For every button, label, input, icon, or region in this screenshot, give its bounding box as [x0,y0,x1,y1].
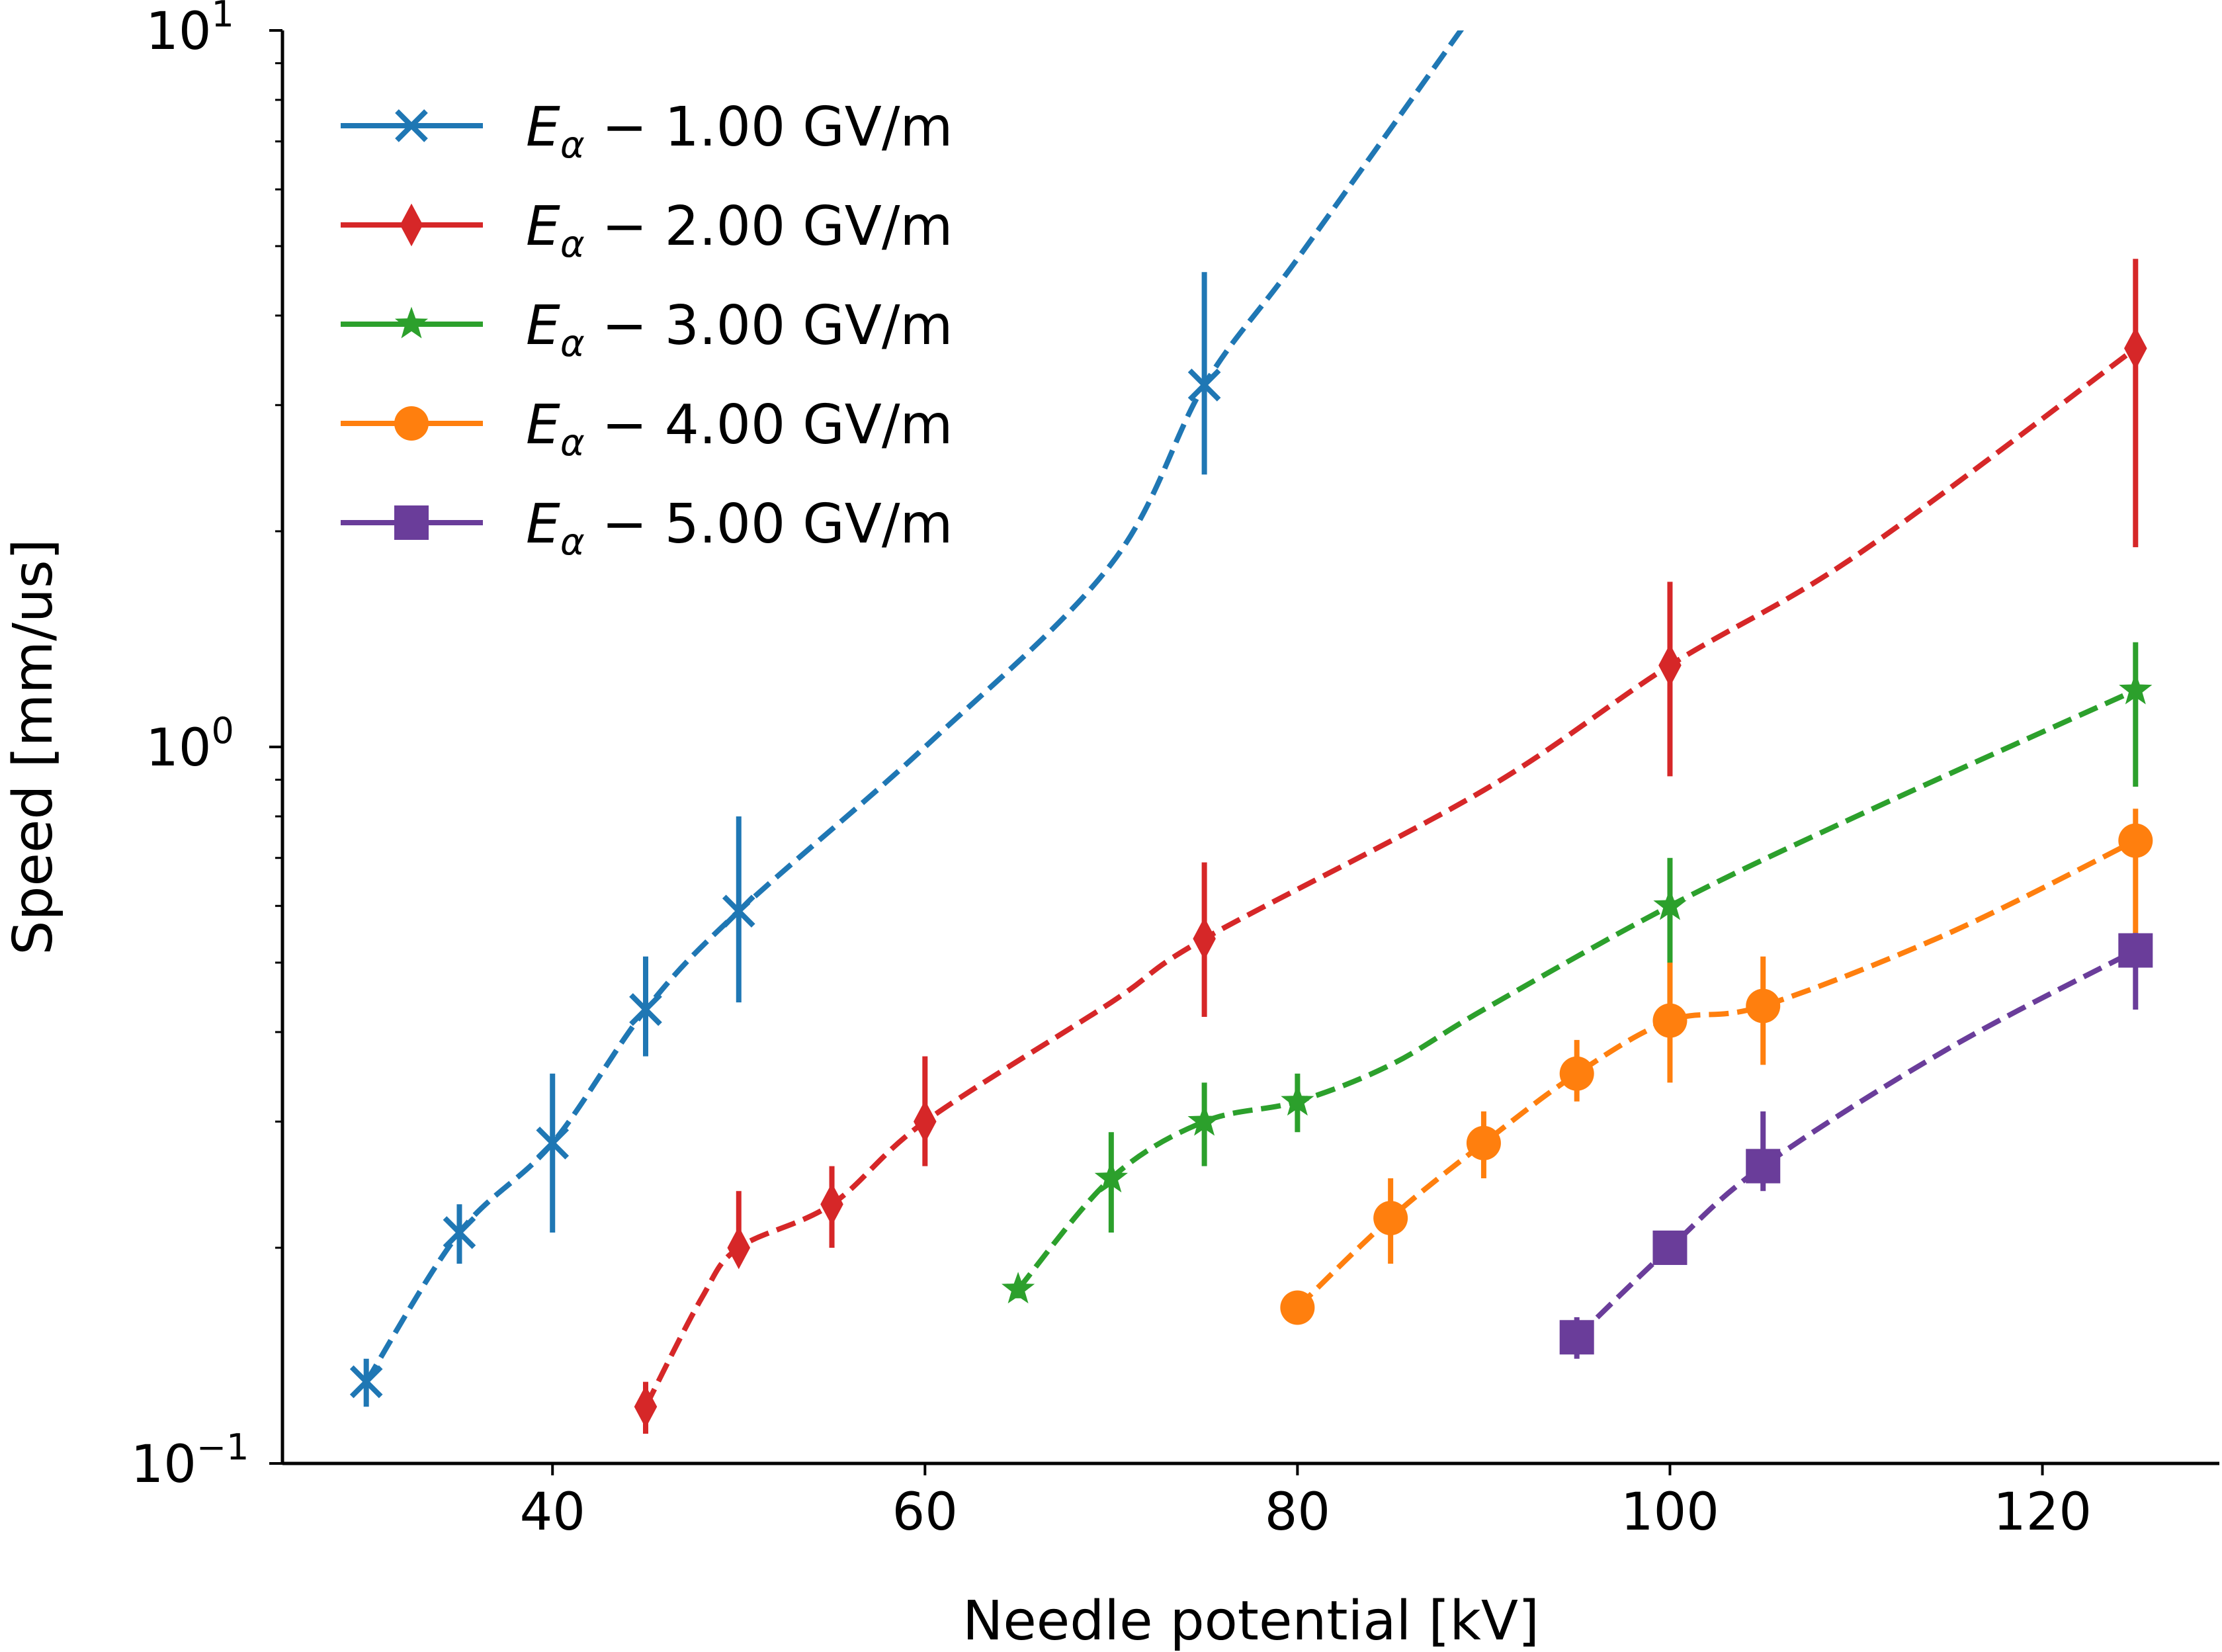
legend-item: Eα − 1.00 GV/m [341,96,953,167]
axes: 40 60 80 100 120 10−1 100 101 [131,0,2219,1542]
fit-line-series-3 [1016,687,2137,1291]
legend-item: Eα − 3.00 GV/m [341,294,953,365]
data-point [1373,1201,1408,1236]
data-point [1281,1084,1314,1116]
legend-marker [394,306,429,339]
data-point [2119,672,2153,705]
data-point [1559,1056,1594,1091]
data-point [2118,933,2153,968]
legend-label: Eα − 2.00 GV/m [526,195,953,266]
y-tick-label: 100 [146,710,234,778]
data-point [1652,1003,1688,1038]
legend-marker [394,406,429,441]
data-point [349,1365,383,1399]
data-point [1746,1149,1781,1184]
data-point [1094,1160,1128,1193]
data-point [2118,823,2153,858]
legend-item: Eα − 5.00 GV/m [341,493,953,564]
legend-label: Eα − 3.00 GV/m [526,294,953,365]
legend-item: Eα − 2.00 GV/m [341,195,953,266]
data-point [1652,1230,1688,1265]
fit-line-series-1 [364,30,1465,1383]
data-point [727,1226,751,1270]
data-point [722,894,755,928]
data-point [1466,1125,1501,1160]
data-point [1653,888,1687,920]
y-tick-label: 10−1 [131,1426,249,1495]
legend-item: Eα − 4.00 GV/m [341,394,953,464]
x-tick-label: 40 [520,1483,585,1542]
data-point [2124,327,2147,370]
data-point [1002,1272,1035,1304]
fit-lines [364,30,2137,1409]
legend-label: Eα − 1.00 GV/m [526,96,953,167]
data-point [1193,917,1216,961]
y-axis-label: Speed [mm/us] [2,539,65,955]
data-point [820,1182,843,1226]
fit-line-series-2 [643,346,2137,1409]
data-point [1187,1104,1221,1136]
legend-label: Eα − 4.00 GV/m [526,394,953,464]
data-point [1187,369,1221,402]
data-point [1559,1320,1594,1355]
legend-background [324,73,1065,562]
data-point [443,1216,476,1249]
legend-marker [394,505,429,540]
data-point [536,1126,570,1160]
legend-marker [395,109,428,142]
x-axis-label: Needle potential [kV] [962,1590,1539,1652]
x-tick-label: 100 [1621,1483,1719,1542]
fit-line-series-5 [1574,948,2137,1340]
legend: Eα − 1.00 GV/m Eα − 2.00 GV/m Eα − 3.00 GV… [324,73,1065,564]
data-point [634,1385,658,1428]
legend-marker [400,203,423,247]
x-tick-label: 60 [892,1483,958,1542]
data-point [1746,988,1781,1023]
data-point [1280,1290,1315,1325]
data-point [1658,644,1682,687]
x-tick-label: 80 [1265,1483,1330,1542]
x-tick-label: 120 [1993,1483,2092,1542]
legend-label: Eα − 5.00 GV/m [526,493,953,564]
fit-line-series-4 [1295,838,2137,1310]
y-tick-label: 101 [146,0,234,62]
data-point [629,993,662,1026]
data-point [914,1100,937,1143]
data-markers [349,327,2153,1428]
